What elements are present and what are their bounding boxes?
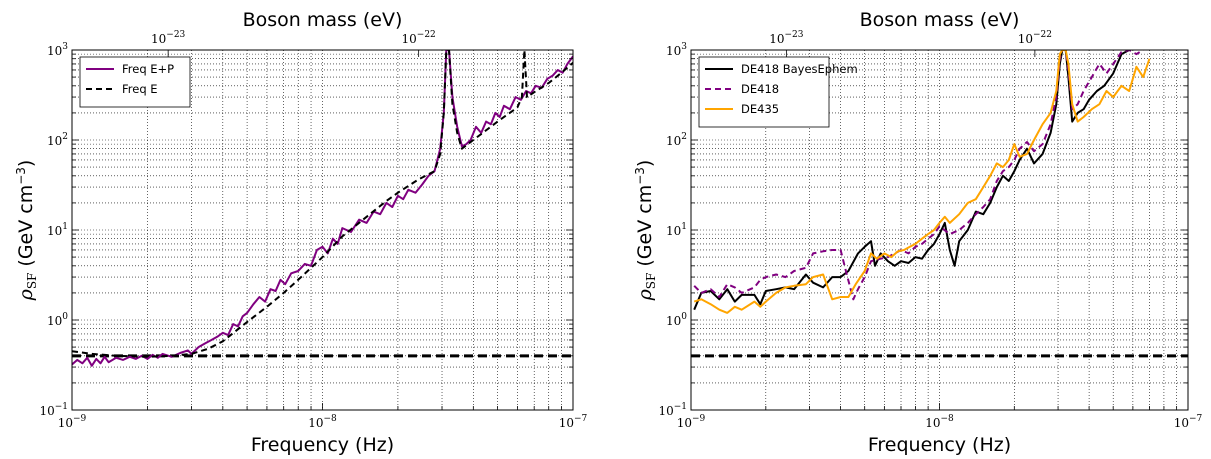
left-series-1-line (72, 50, 573, 358)
right-y-tick-label: 100 (666, 312, 687, 328)
left-legend-box (79, 56, 191, 108)
right-y-tick-label: 103 (666, 42, 687, 58)
left-x-tick-label: 10−9 (58, 414, 87, 430)
right-series-2-line (693, 50, 1151, 314)
left-legend: Freq E+P Freq E (79, 56, 191, 108)
left-legend-label: Freq E+P (122, 62, 174, 76)
right-panel: 10−9 10−8 10−7 10−1 100 101 102 103 10−23 10−22 Fr… (633, 9, 1203, 456)
left-y-tick-label: 103 (47, 42, 68, 58)
left-x-axis-title: Frequency (Hz) (251, 434, 394, 456)
left-x-tick-label: 10−8 (308, 414, 337, 430)
left-top-tick-label: 10−22 (402, 30, 436, 46)
left-panel: 10−9 10−8 10−7 10−1 100 101 102 103 10−23 10−22 Fr… (14, 9, 588, 456)
left-legend-label: Freq E (122, 82, 158, 96)
right-ticks (690, 49, 1189, 411)
right-series-group (693, 50, 1151, 314)
left-x-tick-label: 10−7 (559, 414, 588, 430)
left-y-tick-label: 100 (47, 312, 68, 328)
left-top-axis-title: Boson mass (eV) (243, 9, 403, 31)
right-y-tick-label: 10−1 (658, 402, 687, 418)
right-legend: DE418 BayesEphem DE418 DE435 (698, 56, 858, 128)
left-ticks (71, 49, 574, 411)
right-legend-label: DE418 (741, 82, 779, 96)
right-x-axis-title: Frequency (Hz) (868, 434, 1011, 456)
right-top-axis-title: Boson mass (eV) (860, 9, 1020, 31)
left-y-axis-title: ρSF (GeV cm−3) (14, 160, 39, 302)
left-grid (72, 50, 573, 410)
right-x-tick-label: 10−7 (1174, 414, 1203, 430)
right-legend-label: DE418 BayesEphem (741, 62, 858, 76)
left-y-tick-label: 101 (47, 222, 68, 238)
right-top-tick-label: 10−23 (769, 30, 804, 46)
right-y-axis-title: ρSF (GeV cm−3) (633, 160, 658, 302)
right-series-0-line (693, 50, 1130, 311)
right-y-tick-label: 101 (666, 222, 687, 238)
left-top-tick-label: 10−23 (151, 30, 186, 46)
right-top-tick-label: 10−22 (1018, 30, 1052, 46)
left-y-tick-label: 10−1 (39, 402, 68, 418)
right-x-tick-label: 10−9 (677, 414, 706, 430)
left-series-0-line (72, 50, 573, 367)
left-y-tick-label: 102 (47, 132, 68, 148)
right-legend-label: DE435 (741, 102, 779, 116)
right-y-tick-label: 102 (666, 132, 687, 148)
right-x-tick-label: 10−8 (925, 414, 954, 430)
left-series-group (72, 50, 573, 367)
